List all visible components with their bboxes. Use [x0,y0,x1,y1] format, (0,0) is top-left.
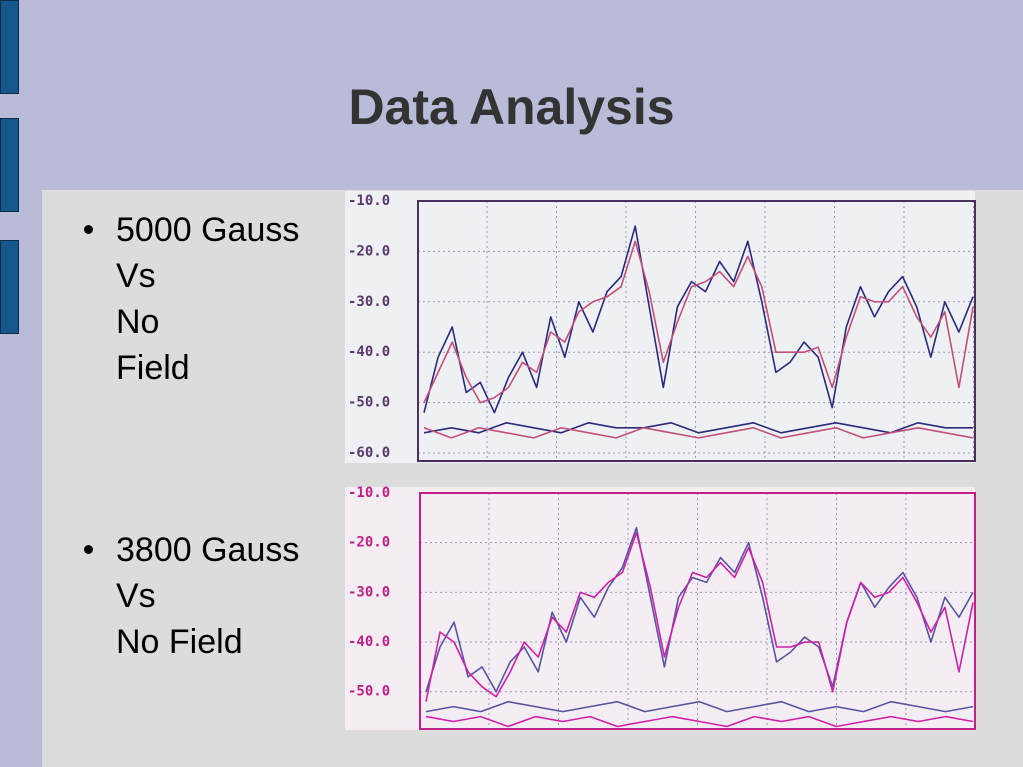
trace [423,422,973,434]
trace [423,225,974,414]
plot-frame [417,200,976,462]
bullet-line: No Field [116,623,243,661]
bullet: 3800 Gauss Vs No Field [80,527,299,665]
side-tab [0,0,19,94]
slide-title: Data Analysis [348,79,675,135]
y-tick-label: -10.0 [348,485,390,501]
bullet-line: Field [116,349,190,387]
y-tick-label: -20.0 [348,535,390,551]
trace [425,531,974,702]
y-tick-label: -50.0 [348,684,390,700]
trace [425,715,974,728]
trace [425,527,974,693]
y-tick-label: -20.0 [348,243,390,259]
side-tab [0,118,19,212]
photo-background [345,487,975,730]
plot-frame [419,492,976,730]
bullet-line: Vs [116,577,156,615]
trace [423,427,974,439]
y-tick-label: -10.0 [348,193,390,209]
bullet-line: Vs [116,257,156,295]
y-tick-label: -50.0 [348,395,390,411]
y-tick-label: -30.0 [348,294,390,310]
side-tab [0,240,19,334]
bullet-line: No [116,303,160,341]
photo-background [345,191,975,463]
y-tick-label: -40.0 [348,634,390,650]
y-tick-label: -60.0 [348,445,390,461]
y-tick-label: -30.0 [348,584,390,600]
bullet-line: 3800 Gauss [116,531,300,569]
y-tick-label: -40.0 [348,344,390,360]
bullet-line: 5000 Gauss [116,211,300,249]
bullet: 5000 Gauss Vs No Field [80,207,299,391]
trace [425,700,974,713]
trace [423,240,974,404]
